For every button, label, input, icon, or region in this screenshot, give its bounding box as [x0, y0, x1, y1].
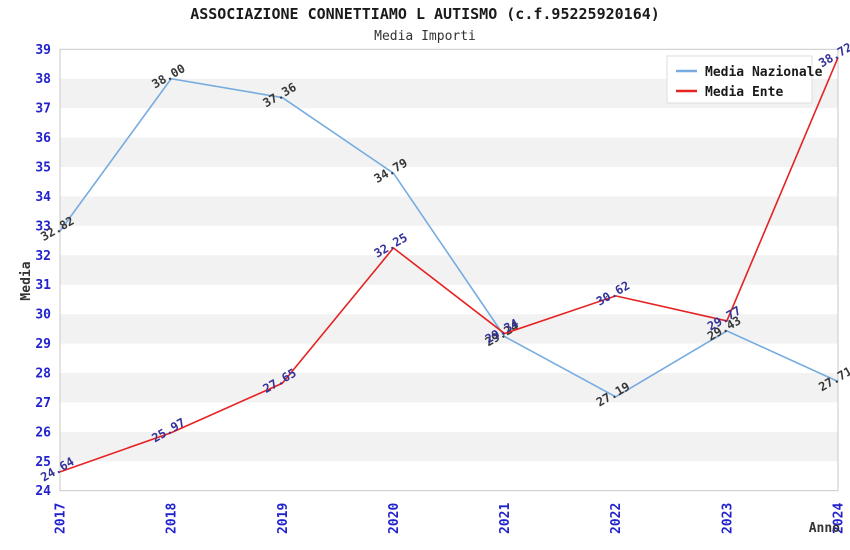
- y-tick-label: 34: [35, 190, 51, 205]
- legend-label-media-nazionale: Media Nazionale: [705, 65, 823, 80]
- y-tick-label: 28: [35, 366, 51, 381]
- x-tick-label: 2018: [165, 503, 180, 534]
- y-tick-label: 25: [35, 455, 51, 470]
- x-axis-label: Anno: [809, 521, 840, 536]
- x-tick-label: 2017: [54, 503, 69, 534]
- legend-box: [666, 55, 813, 104]
- chart-subtitle: Media Importi: [374, 29, 476, 44]
- y-tick-label: 27: [35, 396, 51, 411]
- y-tick-label: 39: [35, 43, 51, 58]
- y-axis-label: Media: [19, 261, 34, 300]
- plot-border: [59, 48, 839, 492]
- y-tick-label: 33: [35, 219, 51, 234]
- grid-band: [60, 314, 838, 344]
- page-title: ASSOCIAZIONE CONNETTIAMO L AUTISMO (c.f.…: [190, 5, 660, 23]
- y-tick-label: 31: [35, 278, 51, 293]
- data-label-media-nazionale: 32.82: [38, 214, 76, 244]
- grid-band: [60, 372, 838, 403]
- x-tick-label: 2021: [498, 503, 513, 534]
- y-tick-label: 35: [35, 161, 51, 176]
- y-tick-label: 38: [35, 72, 51, 87]
- legend-label-media-ente: Media Ente: [705, 85, 783, 100]
- y-tick-label: 29: [35, 337, 51, 352]
- y-tick-label: 32: [35, 249, 51, 264]
- y-tick-label: 37: [35, 102, 51, 117]
- series-line-media-nazionale: [59, 77, 839, 398]
- y-tick-label: 26: [35, 425, 51, 440]
- x-tick-label: 2024: [832, 503, 847, 534]
- legend: Media Nazionale Media Ente: [666, 55, 823, 104]
- y-tick-label: 30: [35, 308, 51, 323]
- x-tick-label: 2020: [387, 503, 402, 534]
- x-tick-label: 2019: [276, 503, 291, 534]
- y-tick-label: 36: [35, 131, 51, 146]
- x-tick-label: 2022: [609, 503, 624, 534]
- grid-band: [60, 196, 838, 226]
- grid-band: [60, 431, 838, 462]
- y-tick-label: 24: [35, 484, 51, 499]
- x-tick-label: 2023: [720, 503, 735, 534]
- grid-band: [60, 255, 838, 285]
- series-line-media-ente: [59, 57, 839, 473]
- plot-area: 24 25 26 27 28 29 30 31 32 33 34 35 36 37 38 39 2017 2018…: [35, 40, 850, 534]
- grid-band: [60, 137, 838, 168]
